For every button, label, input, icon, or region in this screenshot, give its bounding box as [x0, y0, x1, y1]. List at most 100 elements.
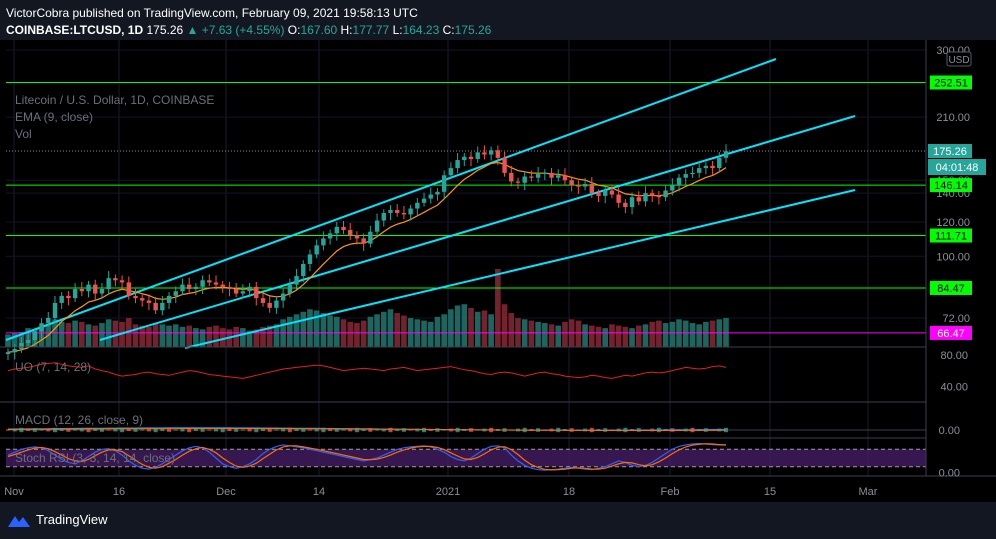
candle-body[interactable]: [482, 152, 487, 155]
candle-body[interactable]: [46, 317, 51, 324]
candle-body[interactable]: [274, 300, 279, 308]
candle-body[interactable]: [401, 212, 407, 215]
candle-body[interactable]: [247, 286, 252, 292]
candle-body[interactable]: [180, 284, 185, 292]
candle-body[interactable]: [72, 289, 78, 299]
channel-upper-line[interactable]: [5, 58, 777, 341]
channel-lower-line[interactable]: [184, 189, 856, 349]
candle-body[interactable]: [717, 157, 722, 169]
candle-body[interactable]: [509, 172, 514, 182]
candle-body[interactable]: [643, 193, 648, 202]
candle-body[interactable]: [321, 238, 326, 246]
candle-body[interactable]: [468, 156, 474, 159]
candle-body[interactable]: [93, 284, 98, 294]
candle-body[interactable]: [173, 291, 178, 296]
candle-body[interactable]: [207, 280, 212, 283]
candle-body[interactable]: [79, 289, 85, 292]
candle-body[interactable]: [254, 286, 259, 299]
candle-body[interactable]: [676, 177, 682, 186]
candle-body[interactable]: [381, 212, 386, 221]
candle-body[interactable]: [294, 276, 299, 285]
candle-body[interactable]: [140, 298, 145, 301]
candle-body[interactable]: [636, 197, 641, 202]
candle-body[interactable]: [146, 300, 152, 303]
candle-body[interactable]: [19, 342, 24, 350]
candle-body[interactable]: [99, 289, 105, 294]
candle-body[interactable]: [354, 235, 360, 239]
candle-body[interactable]: [616, 194, 621, 203]
chart-area[interactable]: 300.00210.00150.00140.00120.00100.0072.0…: [0, 40, 996, 502]
candle-body[interactable]: [327, 233, 333, 239]
candle-body[interactable]: [166, 295, 172, 303]
candle-body[interactable]: [374, 220, 380, 232]
candle-body[interactable]: [160, 302, 165, 311]
candle-body[interactable]: [696, 168, 702, 173]
candle-body[interactable]: [441, 175, 447, 192]
candle-body[interactable]: [582, 184, 588, 187]
candle-body[interactable]: [535, 174, 541, 178]
candle-body[interactable]: [455, 160, 460, 169]
candle-body[interactable]: [12, 349, 17, 353]
candle-body[interactable]: [710, 165, 715, 169]
candle-body[interactable]: [448, 168, 454, 176]
candle-body[interactable]: [596, 193, 601, 196]
candle-body[interactable]: [656, 195, 662, 198]
candle-body[interactable]: [341, 226, 346, 231]
candle-body[interactable]: [589, 184, 594, 194]
candle-body[interactable]: [462, 156, 467, 161]
candle-body[interactable]: [267, 302, 272, 308]
candle-body[interactable]: [153, 302, 158, 311]
candle-body[interactable]: [542, 172, 548, 175]
candle-body[interactable]: [220, 284, 225, 287]
candle-body[interactable]: [52, 302, 58, 318]
candle-body[interactable]: [287, 284, 293, 294]
candle-body[interactable]: [428, 194, 433, 199]
candle-body[interactable]: [576, 185, 581, 187]
candle-body[interactable]: [334, 226, 340, 234]
candle-body[interactable]: [515, 181, 521, 183]
candle-body[interactable]: [569, 180, 574, 186]
candle-body[interactable]: [663, 190, 668, 198]
candle-body[interactable]: [408, 208, 413, 215]
candle-body[interactable]: [623, 202, 628, 208]
candle-body[interactable]: [25, 340, 31, 343]
candle-body[interactable]: [113, 278, 118, 281]
candle-body[interactable]: [670, 185, 675, 191]
channel-middle-line[interactable]: [99, 115, 856, 341]
candle-body[interactable]: [106, 278, 111, 290]
candle-body[interactable]: [314, 245, 319, 255]
candle-body[interactable]: [301, 263, 306, 277]
brand[interactable]: TradingView: [8, 512, 108, 527]
chart-svg[interactable]: 300.00210.00150.00140.00120.00100.0072.0…: [0, 40, 996, 502]
candle-body[interactable]: [227, 286, 232, 290]
candle-body[interactable]: [193, 286, 199, 290]
candle-body[interactable]: [649, 193, 655, 196]
candle-body[interactable]: [723, 151, 729, 158]
candle-body[interactable]: [415, 202, 420, 209]
candle-body[interactable]: [562, 175, 568, 181]
candle-body[interactable]: [603, 190, 608, 196]
candle-body[interactable]: [683, 174, 688, 178]
candle-body[interactable]: [435, 191, 440, 195]
candle-body[interactable]: [280, 293, 286, 301]
candle-body[interactable]: [475, 152, 480, 159]
candle-body[interactable]: [690, 172, 695, 175]
candle-body[interactable]: [119, 280, 125, 283]
candle-body[interactable]: [233, 289, 239, 294]
candle-body[interactable]: [549, 172, 554, 178]
candle-body[interactable]: [240, 291, 246, 294]
candle-body[interactable]: [394, 209, 400, 213]
candle-body[interactable]: [556, 175, 561, 178]
candle-body[interactable]: [421, 198, 427, 203]
candle-body[interactable]: [213, 282, 219, 285]
candle-body[interactable]: [388, 209, 393, 213]
candle-body[interactable]: [529, 176, 534, 178]
candle-body[interactable]: [368, 231, 373, 244]
candle-body[interactable]: [348, 230, 353, 236]
candle-body[interactable]: [260, 298, 266, 303]
candle-body[interactable]: [629, 197, 635, 208]
candle-body[interactable]: [703, 165, 709, 169]
candle-body[interactable]: [522, 176, 527, 183]
candle-body[interactable]: [609, 190, 615, 195]
candle-body[interactable]: [5, 352, 11, 355]
